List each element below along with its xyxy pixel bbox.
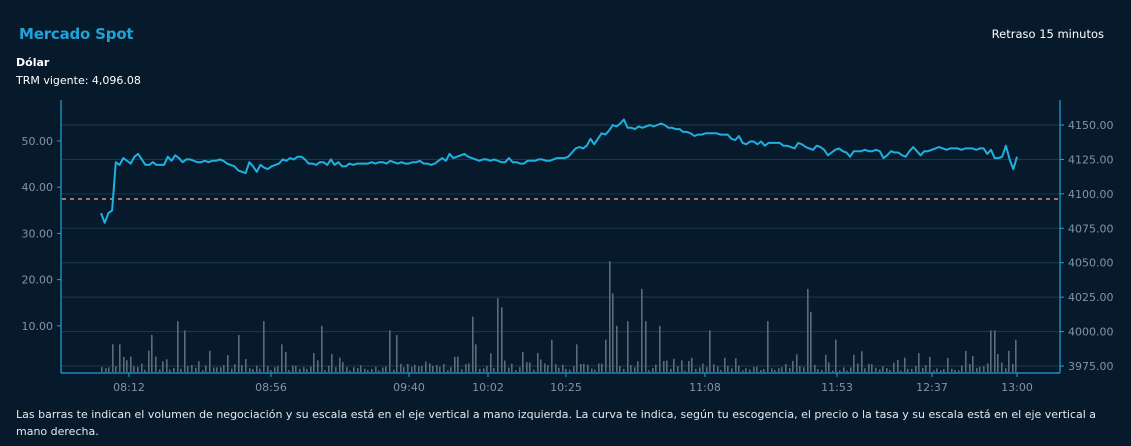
- svg-text:30.00: 30.00: [22, 227, 54, 240]
- chart-footnote: Las barras te indican el volumen de nego…: [16, 408, 1097, 438]
- spot-market-chart[interactable]: 10.00 20.00 30.00 40.00 50.00 3975.00 4000.00…: [0, 0, 1131, 400]
- svg-text:20.00: 20.00: [22, 274, 54, 287]
- svg-text:4075.00: 4075.00: [1068, 222, 1114, 235]
- x-axis-ticks: 08:12 08:56 09:40 10:02 10:25 11:08 11:53 12:37…: [113, 373, 1033, 394]
- svg-text:4150.00: 4150.00: [1068, 119, 1114, 132]
- svg-text:4100.00: 4100.00: [1068, 188, 1114, 201]
- svg-text:4125.00: 4125.00: [1068, 153, 1114, 166]
- svg-text:09:40: 09:40: [393, 381, 425, 394]
- asset-label: Dólar: [16, 56, 50, 69]
- svg-text:4000.00: 4000.00: [1068, 326, 1114, 339]
- svg-text:3975.00: 3975.00: [1068, 360, 1114, 373]
- svg-text:10:02: 10:02: [472, 381, 504, 394]
- svg-text:08:12: 08:12: [113, 381, 145, 394]
- price-line: [100, 118, 1018, 224]
- axes: [60, 100, 1061, 374]
- svg-text:4025.00: 4025.00: [1068, 291, 1114, 304]
- gridlines: [61, 124, 1060, 367]
- right-axis-ticks: 3975.00 4000.00 4025.00 4050.00 4075.00 4100.…: [1060, 119, 1114, 373]
- delay-notice: Retraso 15 minutos: [991, 27, 1104, 41]
- svg-text:40.00: 40.00: [22, 181, 54, 194]
- svg-text:13:00: 13:00: [1001, 381, 1033, 394]
- volume-bars: [101, 261, 1017, 372]
- svg-text:50.00: 50.00: [22, 135, 54, 148]
- left-axis-ticks: 10.00 20.00 30.00 40.00 50.00: [22, 135, 61, 333]
- trm-value: TRM vigente: 4,096.08: [16, 74, 141, 87]
- svg-text:10.00: 10.00: [22, 320, 54, 333]
- svg-text:11:08: 11:08: [689, 381, 721, 394]
- svg-text:4050.00: 4050.00: [1068, 257, 1114, 270]
- svg-text:10:25: 10:25: [550, 381, 582, 394]
- svg-text:11:53: 11:53: [821, 381, 853, 394]
- svg-text:12:37: 12:37: [916, 381, 948, 394]
- svg-text:08:56: 08:56: [255, 381, 287, 394]
- page-title: Mercado Spot: [19, 25, 134, 43]
